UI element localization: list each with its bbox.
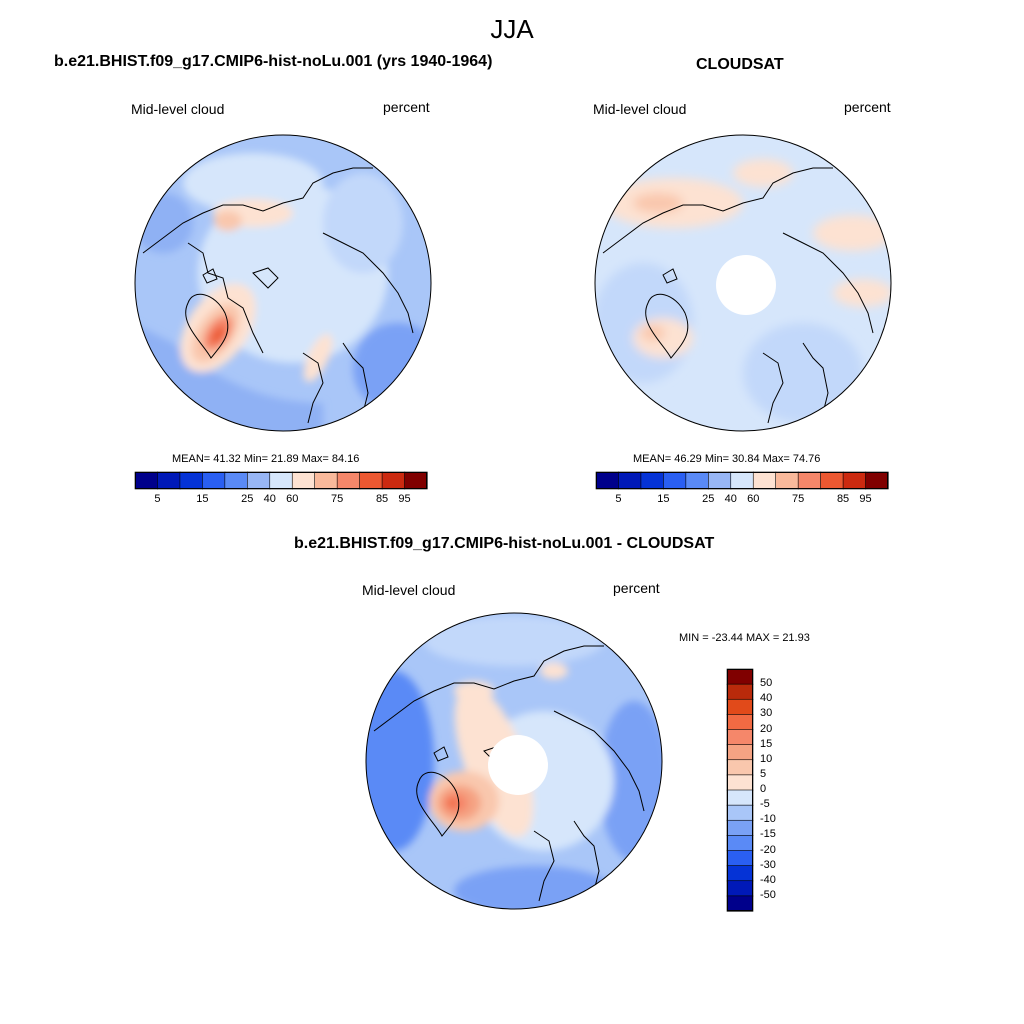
panel1-polar-map	[134, 134, 432, 432]
diff-colorbar-label: -5	[760, 798, 770, 811]
diff-colorbar-label: 5	[760, 767, 767, 780]
panel2-stats: MEAN= 46.29 Min= 30.84 Max= 74.76	[633, 453, 821, 465]
diff-colorbar-box	[726, 744, 754, 761]
panel2-title: CLOUDSAT	[696, 56, 784, 73]
panel2-colorbar-box	[797, 471, 822, 490]
panel2-colorbar-labels: 5 15 25 40 60 75 85 95	[596, 493, 888, 509]
panel2-colorbar-box	[775, 471, 799, 490]
panel2-colorbar-label: 75	[792, 493, 805, 505]
panel1-colorbar-label: 75	[331, 493, 344, 505]
panel2-colorbar-box	[640, 471, 664, 490]
diff-colorbar-box	[726, 819, 754, 836]
panel1-colorbar-box	[291, 471, 316, 490]
diff-colorbar-label: 10	[760, 752, 773, 765]
diff-colorbar-box	[726, 804, 754, 821]
panel1-colorbar-box	[224, 471, 248, 490]
panel2-pole-hole	[716, 255, 776, 315]
panel1-colorbar-box	[157, 471, 181, 490]
panel2-colorbar-box	[618, 471, 642, 490]
panel1-title: b.e21.BHIST.f09_g17.CMIP6-hist-noLu.001 …	[54, 53, 493, 70]
panel1-colorbar-box	[381, 471, 406, 490]
panel2-colorbar-label: 95	[859, 493, 872, 505]
panel2-colorbar-box	[663, 471, 687, 490]
panel1-colorbar-box	[336, 471, 361, 490]
panel2-colorbar	[595, 471, 889, 490]
panel2-colorbar-label: 15	[657, 493, 670, 505]
diff-colorbar-label: 20	[760, 722, 773, 735]
panel1-colorbar-box	[179, 471, 203, 490]
panel1-variable-label: Mid-level cloud	[131, 101, 225, 117]
panel1-colorbar-label: 25	[241, 493, 254, 505]
diff-units-label: percent	[613, 580, 660, 596]
season-title: JJA	[490, 14, 534, 44]
diff-colorbar-label: -30	[760, 858, 776, 871]
panel2-colorbar-label: 5	[615, 493, 622, 505]
panel1-colorbar-box	[202, 471, 226, 490]
diff-colorbar-box	[726, 683, 754, 700]
diff-variable-label: Mid-level cloud	[362, 582, 456, 598]
diff-colorbar-box	[726, 850, 754, 867]
diff-colorbar-box	[726, 668, 754, 685]
panel2-colorbar-box	[842, 471, 867, 490]
panel1-colorbar-label: 85	[375, 493, 389, 505]
diff-colorbar-label: -15	[760, 828, 776, 841]
panel1-colorbar-box	[359, 471, 383, 490]
panel2-colorbar-box	[685, 471, 709, 490]
panel2-colorbar-box	[730, 471, 754, 490]
diff-colorbar-label: -50	[760, 888, 776, 901]
diff-colorbar-label: -20	[760, 843, 776, 856]
panel2-variable-label: Mid-level cloud	[593, 101, 687, 117]
panel1-colorbar-label: 40	[263, 493, 276, 505]
panel2-units-label: percent	[844, 99, 891, 115]
diff-colorbar-label: -40	[760, 873, 776, 886]
panel2-colorbar-box	[708, 471, 732, 490]
diff-stats: MIN = -23.44 MAX = 21.93	[679, 632, 810, 644]
diff-colorbar-label: 0	[760, 783, 767, 795]
panel1-units-label: percent	[383, 99, 430, 115]
panel2-colorbar-label: 85	[836, 493, 850, 505]
panel2-colorbar-label: 40	[724, 493, 737, 505]
panel1-colorbar-label: 95	[398, 493, 411, 505]
diff-colorbar-box	[726, 714, 754, 731]
diff-colorbar-label: 30	[760, 707, 773, 720]
diff-colorbar-box	[726, 789, 754, 806]
panel2-colorbar-box	[752, 471, 777, 490]
diff-colorbar-box	[726, 759, 754, 776]
diff-polar-map	[365, 612, 663, 910]
diff-colorbar-label: 15	[760, 737, 773, 750]
diff-colorbar-box	[726, 698, 754, 715]
panel1-colorbar	[134, 471, 428, 490]
diff-colorbar-labels: 50 40 30 20 15 10 5 0 -5 -10 -15 -20 -30 -40 -50	[758, 669, 798, 911]
diff-colorbar-box	[726, 880, 754, 897]
diff-colorbar-box	[726, 835, 754, 852]
panel1-colorbar-label: 15	[196, 493, 209, 505]
panel1-colorbar-box	[269, 471, 293, 490]
panel2-colorbar-box	[595, 471, 620, 490]
diff-colorbar-box	[726, 865, 754, 882]
panel2-polar-map	[594, 134, 892, 432]
panel1-colorbar-box	[134, 471, 159, 490]
diff-colorbar-box	[726, 895, 754, 912]
panel1-colorbar-label: 5	[154, 493, 161, 505]
diff-colorbar-box	[726, 774, 754, 791]
panel1-colorbar-box	[247, 471, 271, 490]
panel2-colorbar-label: 25	[702, 493, 715, 505]
diff-pole-hole	[488, 735, 548, 795]
diff-colorbar	[726, 668, 754, 912]
diff-colorbar-box	[726, 729, 754, 746]
panel1-colorbar-box	[404, 471, 428, 490]
diff-colorbar-label: -10	[760, 813, 776, 826]
panel1-colorbar-label: 60	[286, 493, 299, 505]
panel1-colorbar-box	[314, 471, 338, 490]
panel1-colorbar-labels: 5 15 25 40 60 75 85 95	[135, 493, 427, 509]
panel2-colorbar-label: 60	[747, 493, 760, 505]
panel2-colorbar-box	[865, 471, 889, 490]
panel1-stats: MEAN= 41.32 Min= 21.89 Max= 84.16	[172, 453, 360, 465]
panel2-colorbar-box	[820, 471, 844, 490]
diff-colorbar-label: 50	[760, 677, 773, 690]
diff-colorbar-label: 40	[760, 692, 773, 705]
diff-panel-title: b.e21.BHIST.f09_g17.CMIP6-hist-noLu.001 …	[294, 535, 715, 552]
